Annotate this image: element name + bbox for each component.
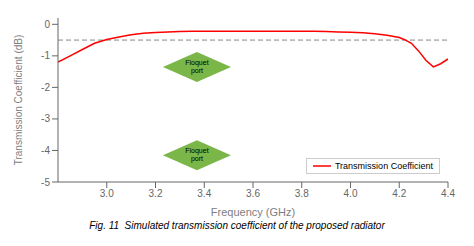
svg-text:-2: -2 — [41, 82, 50, 93]
svg-text:3.6: 3.6 — [246, 188, 260, 199]
svg-text:4.0: 4.0 — [344, 188, 358, 199]
svg-text:-3: -3 — [41, 113, 50, 124]
svg-text:-5: -5 — [41, 177, 50, 188]
svg-text:3.2: 3.2 — [149, 188, 163, 199]
svg-text:-4: -4 — [41, 145, 50, 156]
svg-text:Transmission Coefficient (dB): Transmission Coefficient (dB) — [13, 35, 24, 166]
svg-text:Floquetport: Floquetport — [185, 147, 208, 163]
svg-text:Frequency (GHz): Frequency (GHz) — [211, 206, 295, 218]
svg-text:4.2: 4.2 — [392, 188, 406, 199]
svg-text:4.4: 4.4 — [441, 188, 455, 199]
html-text:Fig. 11 Simulated transmission: Fig. 11 Simulated transmission coefficie… — [89, 220, 385, 231]
svg-text:0: 0 — [44, 19, 50, 30]
svg-text:3.0: 3.0 — [100, 188, 114, 199]
svg-text:3.4: 3.4 — [197, 188, 211, 199]
svg-text:-1: -1 — [41, 50, 50, 61]
svg-text:Floquetport: Floquetport — [185, 59, 208, 75]
svg-text:3.8: 3.8 — [295, 188, 309, 199]
html-text:Transmission Coefficient: Transmission Coefficient — [335, 161, 433, 171]
